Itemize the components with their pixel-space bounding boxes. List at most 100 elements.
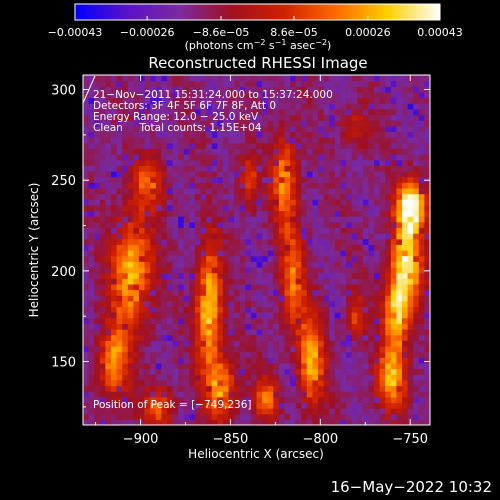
heatmap-cell: [217, 368, 224, 375]
heatmap-cell: [329, 368, 336, 375]
heatmap-cell: [418, 402, 426, 409]
heatmap-cell: [284, 108, 291, 116]
heatmap-cell: [334, 142, 342, 149]
heatmap-cell: [222, 329, 230, 336]
heatmap-cell: [228, 255, 235, 262]
heatmap-cell: [396, 148, 403, 155]
heatmap-cell: [250, 317, 258, 324]
heatmap-cell: [290, 221, 297, 229]
heatmap-cell: [323, 221, 330, 229]
heatmap-cell: [189, 199, 196, 206]
heatmap-cell: [329, 238, 336, 245]
heatmap-cell: [138, 283, 146, 291]
heatmap-cell: [194, 154, 202, 161]
heatmap-cell: [133, 255, 140, 262]
heatmap-cell: [172, 385, 179, 392]
heatmap-cell: [138, 176, 146, 183]
heatmap-cell: [267, 159, 274, 166]
heatmap-cell: [301, 312, 308, 319]
heatmap-cell: [206, 170, 213, 178]
heatmap-cell: [312, 408, 319, 415]
heatmap-cell: [222, 114, 230, 121]
heatmap-cell: [127, 238, 134, 245]
heatmap-cell: [306, 221, 314, 229]
heatmap-cell: [329, 334, 336, 341]
heatmap-cell: [161, 266, 168, 274]
heatmap-cell: [144, 340, 151, 347]
heatmap-cell: [385, 216, 392, 223]
heatmap-cell: [116, 204, 123, 212]
heatmap-cell: [318, 357, 325, 364]
heatmap-cell: [155, 193, 162, 200]
heatmap-cell: [396, 227, 403, 234]
heatmap-cell: [222, 80, 230, 87]
heatmap-cell: [301, 193, 308, 200]
heatmap-cell: [110, 317, 118, 324]
heatmap-cell: [424, 340, 430, 347]
heatmap-cell: [407, 261, 414, 268]
heatmap-cell: [133, 165, 140, 172]
heatmap-cell: [368, 368, 375, 375]
heatmap-cell: [200, 159, 207, 166]
heatmap-cell: [144, 334, 151, 341]
heatmap-cell: [262, 75, 269, 82]
heatmap-cell: [122, 255, 129, 262]
heatmap-cell: [206, 216, 213, 223]
heatmap-cell: [306, 199, 314, 206]
heatmap-cell: [206, 80, 213, 87]
heatmap-cell: [323, 368, 330, 375]
heatmap-cell: [194, 278, 202, 285]
heatmap-cell: [329, 154, 336, 161]
heatmap-cell: [200, 216, 207, 223]
heatmap-cell: [217, 413, 224, 420]
heatmap-cell: [301, 244, 308, 251]
heatmap-cell: [183, 295, 190, 302]
heatmap-cell: [189, 261, 196, 268]
heatmap-cell: [329, 340, 336, 347]
heatmap-cell: [256, 323, 263, 330]
heatmap-cell: [407, 306, 414, 313]
heatmap-cell: [424, 351, 430, 358]
heatmap-cell: [245, 142, 252, 149]
heatmap-cell: [189, 103, 196, 110]
colorbar-tick-label: 0.00043: [417, 26, 463, 39]
heatmap-cell: [239, 295, 246, 302]
heatmap-cell: [211, 261, 218, 268]
heatmap-cell: [245, 86, 252, 93]
heatmap-cell: [161, 103, 168, 110]
heatmap-cell: [245, 396, 252, 404]
heatmap-cell: [334, 148, 342, 155]
heatmap-cell: [222, 295, 230, 302]
heatmap-cell: [88, 125, 95, 133]
x-axis-tick-label: −750: [392, 432, 428, 447]
heatmap-cell: [262, 159, 269, 166]
heatmap-cell: [312, 159, 319, 166]
heatmap-cell: [413, 306, 420, 313]
heatmap-cell: [312, 97, 319, 104]
heatmap-cell: [161, 131, 168, 138]
heatmap-cell: [413, 261, 420, 268]
heatmap-cell: [284, 221, 291, 229]
heatmap-cell: [368, 306, 375, 313]
heatmap-cell: [250, 300, 258, 308]
heatmap-cell: [273, 317, 280, 324]
heatmap-cell: [144, 317, 151, 324]
heatmap-cell: [183, 266, 190, 274]
heatmap-cell: [424, 272, 430, 279]
heatmap-cell: [273, 108, 280, 116]
heatmap-cell: [206, 266, 213, 274]
heatmap-cell: [250, 216, 258, 223]
heatmap-cell: [138, 193, 146, 200]
heatmap-cell: [200, 238, 207, 245]
heatmap-cell: [396, 210, 403, 217]
heatmap-cell: [424, 238, 430, 245]
heatmap-cell: [211, 272, 218, 279]
heatmap-cell: [133, 97, 140, 104]
heatmap-cell: [284, 329, 291, 336]
heatmap-cell: [133, 289, 140, 296]
heatmap-cell: [122, 317, 129, 324]
heatmap-cell: [138, 266, 146, 274]
heatmap-cell: [424, 120, 430, 127]
heatmap-cell: [211, 159, 218, 166]
heatmap-cell: [390, 159, 398, 166]
